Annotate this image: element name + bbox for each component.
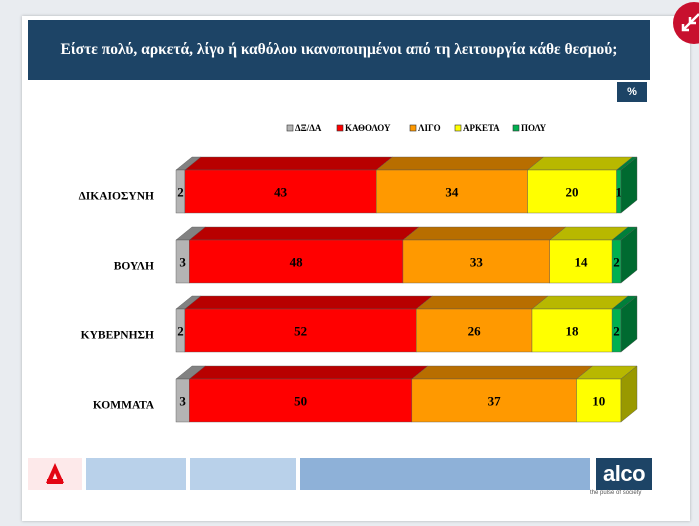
bar-side-face (620, 226, 638, 284)
unit-label: % (627, 86, 637, 98)
data-label: 1 (616, 185, 623, 200)
brand-name: alco (602, 461, 646, 486)
category-label: ΒΟΥΛΗ (114, 261, 154, 273)
bar-segment (184, 169, 377, 214)
bar-segment (527, 169, 617, 214)
legend-swatch (336, 124, 344, 132)
bar-top-face (526, 156, 634, 171)
data-label: 18 (566, 324, 580, 339)
bar-segment (376, 169, 528, 214)
data-label: 37 (488, 394, 502, 409)
category-label: ΚΟΜΜΑΤΑ (93, 400, 155, 412)
legend-swatch (286, 124, 294, 132)
bar-top-face (375, 156, 545, 171)
category-label: ΚΥΒΕΡΝΗΣΗ (81, 330, 154, 342)
bar-side-face (620, 365, 638, 423)
bar-segment (416, 308, 533, 353)
chart-title: Είστε πολύ, αρκετά, λίγο ή καθόλου ικανο… (60, 41, 618, 58)
data-label: 20 (566, 185, 579, 200)
data-label: 2 (613, 255, 620, 270)
legend-label: ΛΙΓΟ (418, 123, 441, 133)
footer: alco (28, 458, 652, 490)
legend-swatch (409, 124, 417, 132)
data-label: 48 (290, 255, 304, 270)
data-label: 52 (294, 324, 307, 339)
data-label: 26 (468, 324, 482, 339)
footer-band-3 (300, 458, 590, 490)
data-label: 2 (613, 324, 620, 339)
bar-top-face (415, 295, 549, 310)
brand-tagline: the pulse of society (590, 490, 642, 496)
bar-top-face (188, 226, 420, 241)
bar-segment (531, 308, 613, 353)
bar-top-face (531, 295, 629, 310)
bar-segment (184, 308, 417, 353)
data-label: 14 (574, 255, 588, 270)
bar-side-face (620, 295, 638, 353)
data-label: 3 (179, 255, 186, 270)
legend-swatch (454, 124, 462, 132)
bar-segment (402, 239, 551, 284)
bar-top-face (402, 226, 567, 241)
data-label: 2 (177, 324, 184, 339)
bar-segment (189, 239, 404, 284)
legend-label: ΚΑΘΟΛΟΥ (345, 123, 391, 133)
brand-logo: alco (596, 458, 652, 490)
footer-band-1 (86, 458, 186, 490)
bar-top-face (184, 295, 433, 310)
data-label: 3 (179, 394, 186, 409)
title-bar: Είστε πολύ, αρκετά, λίγο ή καθόλου ικανο… (28, 20, 650, 80)
data-label: 10 (592, 394, 605, 409)
legend-swatch (512, 124, 520, 132)
data-label: 2 (177, 185, 184, 200)
bar-segment (411, 378, 577, 423)
bar-side-face (620, 156, 638, 214)
legend-label: ΔΞ/ΔΑ (295, 123, 322, 133)
bar-top-face (188, 365, 429, 380)
bar-segment (576, 378, 622, 423)
category-label: ΔΙΚΑΙΟΣΥΝΗ (79, 191, 154, 203)
data-label: 34 (445, 185, 459, 200)
legend-label: ΠΟΛΥ (521, 123, 547, 133)
unit-badge: % (617, 82, 647, 102)
data-label: 33 (470, 255, 484, 270)
data-label: 43 (274, 185, 288, 200)
data-label: 50 (294, 394, 307, 409)
bar-segment (189, 378, 413, 423)
legend-label: ΑΡΚΕΤΑ (463, 123, 500, 133)
footer-band-2 (190, 458, 296, 490)
alpha-tv-logo-icon (28, 458, 82, 490)
bar-segment (549, 239, 613, 284)
bar-top-face (184, 156, 393, 171)
bar-top-face (411, 365, 594, 380)
